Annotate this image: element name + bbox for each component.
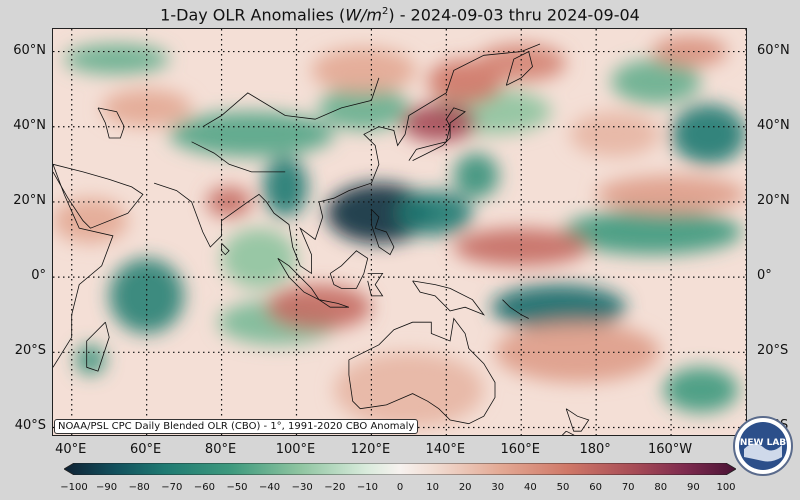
negative-anomaly-region	[562, 209, 743, 255]
negative-anomaly-region	[109, 258, 185, 334]
coastline-japan	[408, 107, 466, 161]
colorbar-tick-label: 90	[687, 482, 700, 493]
colorbar-tick-label: 50	[556, 482, 570, 493]
colorbar-tick-label: 70	[621, 482, 635, 493]
colorbar-tick-label: 0	[396, 482, 404, 493]
positive-anomaly-region	[266, 284, 372, 330]
negative-anomaly-region	[671, 104, 746, 165]
coastline-java	[318, 299, 350, 308]
coastline-new-zealand	[565, 408, 590, 432]
lat-label-left: 40°S	[14, 418, 46, 434]
lat-label-left: 20°S	[14, 343, 46, 359]
lat-label-right: 20°S	[757, 343, 789, 359]
colorbar-tick-label: 40	[524, 482, 537, 493]
coastline-new-guinea	[412, 280, 485, 316]
lat-label-right: 20°N	[757, 192, 790, 208]
data-source-credit: NOAA/PSL CPC Daily Blended OLR (CBO) - 1…	[54, 419, 419, 434]
lon-label: 60°E	[130, 442, 162, 457]
colorbar-tick-label: 10	[426, 482, 439, 493]
lab-logo[interactable]: NEW LAB	[732, 415, 794, 477]
colorbar-tick-label: −40	[259, 482, 281, 493]
colorbar-tick-label: −30	[291, 482, 313, 493]
lon-label: 40°E	[55, 442, 87, 457]
colorbar-tick-label: −50	[226, 482, 248, 493]
negative-anomaly-region	[491, 284, 627, 330]
lat-label-left: 0°	[31, 268, 46, 284]
negative-anomaly-region	[169, 111, 334, 157]
lat-label-right: 60°N	[757, 42, 790, 58]
negative-anomaly-region	[64, 44, 170, 75]
map-title: 1-Day OLR Anomalies (W/m2) - 2024-09-03 …	[160, 5, 640, 25]
coastline-pacific-islands	[502, 299, 529, 319]
colorbar-tick-label: 20	[458, 482, 472, 493]
negative-anomaly-region	[611, 59, 702, 105]
colorbar-tick-label: −90	[96, 482, 118, 493]
positive-anomaly-region	[569, 111, 660, 157]
anomaly-field	[53, 36, 746, 428]
lon-label: 140°E	[425, 442, 466, 457]
coastline-sri-lanka	[221, 243, 230, 256]
colorbar-tick-label: 30	[491, 482, 505, 493]
colorbar-tick-label: −70	[161, 482, 183, 493]
positive-anomaly-region	[101, 89, 192, 127]
lon-label: 160°W	[647, 442, 693, 457]
coastline-se-asia	[266, 43, 541, 275]
coastline-china-border	[202, 77, 380, 128]
lat-label-left: 40°N	[13, 117, 46, 133]
coastline-arabia	[53, 163, 144, 229]
coastline-madagascar	[86, 321, 110, 372]
negative-anomaly-region	[453, 153, 499, 199]
coastline-kamchatka	[505, 51, 533, 86]
lon-label: 80°E	[204, 442, 237, 457]
lat-label-right: 0°	[757, 268, 772, 284]
lat-label-left: 20°N	[13, 192, 46, 208]
lon-label: 180°	[579, 442, 611, 457]
lat-label-right: 40°N	[757, 117, 790, 133]
coastline-caspian	[97, 107, 125, 139]
positive-anomaly-region	[401, 104, 477, 142]
coastline-sulawesi	[367, 272, 384, 297]
coastline-himalaya-border	[191, 141, 286, 173]
colorbar	[64, 463, 736, 475]
negative-anomaly-region	[75, 344, 106, 375]
lon-label: 120°E	[350, 442, 391, 457]
coastline-philippines	[370, 209, 395, 256]
olr-anomaly-map[interactable]	[53, 29, 746, 435]
lab-logo-text: NEW LAB	[740, 438, 786, 448]
negative-anomaly-region	[326, 183, 432, 244]
positive-anomaly-region	[53, 198, 128, 244]
lat-label-left: 60°N	[13, 42, 46, 58]
positive-anomaly-region	[495, 322, 660, 383]
colorbar-body	[64, 463, 736, 475]
positive-anomaly-region	[311, 47, 417, 93]
negative-anomaly-region	[221, 228, 297, 289]
negative-anomaly-region	[262, 156, 308, 217]
positive-anomaly-region	[333, 352, 484, 428]
lon-label: 100°E	[275, 442, 316, 457]
colorbar-tick-label: 60	[589, 482, 602, 493]
coastline-india	[153, 182, 267, 248]
lon-label: 160°E	[500, 442, 540, 457]
coastline-nz-south	[561, 430, 575, 435]
map-panel[interactable]	[52, 28, 747, 436]
colorbar-tick-label: 80	[654, 482, 668, 493]
colorbar-tick-label: −20	[324, 482, 346, 493]
negative-anomaly-region	[663, 367, 739, 413]
colorbar-tick-label: −10	[356, 482, 378, 493]
negative-anomaly-region	[318, 85, 409, 131]
coastline-borneo	[329, 250, 369, 289]
positive-anomaly-region	[453, 228, 589, 266]
colorbar-tick-label: −60	[193, 482, 215, 493]
colorbar-tick-label: 100	[716, 482, 736, 493]
colorbar-tick-label: −80	[128, 482, 150, 493]
coastline-australia	[348, 317, 496, 425]
negative-anomaly-region	[397, 190, 473, 236]
colorbar-tick-label: −100	[60, 482, 88, 493]
